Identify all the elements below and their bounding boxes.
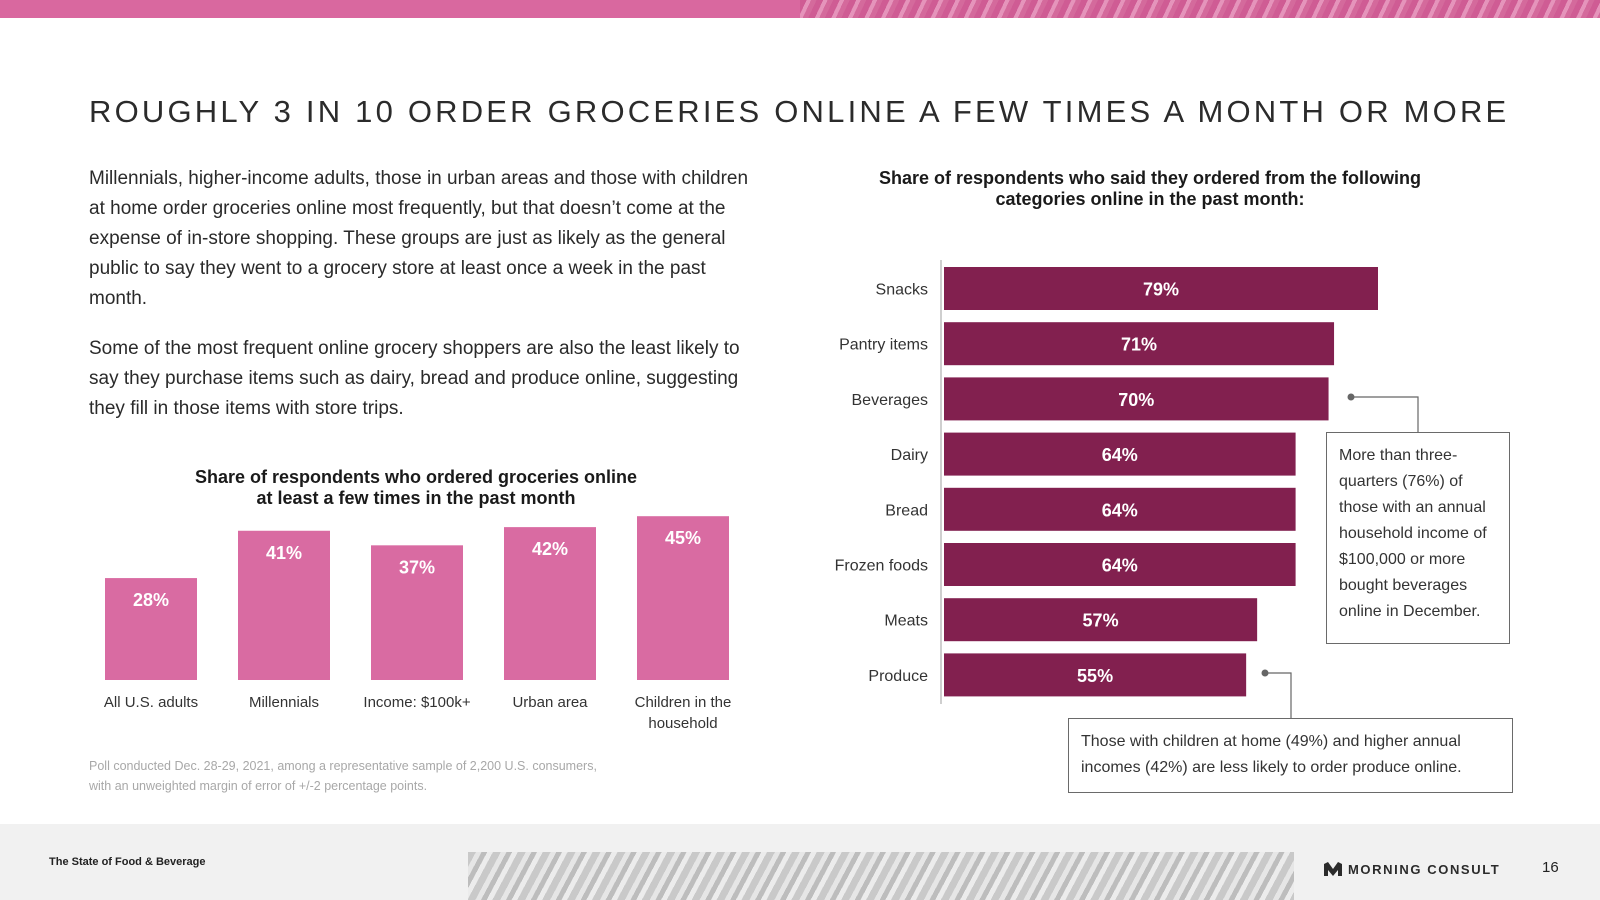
bar-2	[371, 545, 463, 680]
category-label-3: Urban area	[512, 694, 588, 711]
bar-value-label-5: 64%	[1102, 556, 1138, 576]
intro-paragraph: Millennials, higher-income adults, those…	[89, 168, 749, 309]
category-label-7: Produce	[868, 668, 928, 685]
bar-0	[944, 267, 1378, 310]
bar-2	[944, 377, 1329, 421]
left-chart-title-line1: Share of respondents who ordered groceri…	[194, 467, 638, 487]
bar-1	[944, 322, 1335, 366]
category-label-1: Millennials	[249, 694, 319, 711]
left-chart-title: Share of respondents who ordered groceri…	[166, 467, 666, 509]
brand-name: MORNING CONSULT	[1348, 861, 1501, 877]
beverages-callout: More than three-quarters (76%) of those …	[1326, 432, 1510, 644]
bar-value-label-4: 64%	[1102, 500, 1138, 520]
footnote-line1: Poll conducted Dec. 28-29, 2021, among a…	[89, 759, 597, 773]
bar-0	[105, 578, 197, 680]
category-label-3: Dairy	[891, 447, 928, 464]
footer: The State of Food & Beverage MORNING CON…	[0, 824, 1600, 900]
category-label-2: Income: $100k+	[363, 694, 470, 711]
bar-5	[944, 543, 1296, 586]
bar-4	[944, 487, 1296, 531]
footer-report-name: The State of Food & Beverage	[49, 856, 206, 868]
bar-3	[944, 432, 1296, 476]
bar-6	[944, 598, 1258, 642]
produce-connector-line	[1265, 672, 1292, 718]
category-label-0: All U.S. adults	[104, 694, 198, 711]
bar-4	[637, 516, 729, 680]
bar-value-label-7: 55%	[1077, 666, 1113, 686]
bar-value-label-3: 42%	[532, 539, 568, 559]
bar-value-label-2: 70%	[1118, 390, 1154, 410]
right-chart-title-line2: categories online in the past month:	[995, 189, 1305, 209]
bar-3	[504, 527, 596, 680]
right-chart-title: Share of respondents who said they order…	[845, 168, 1455, 210]
produce-callout: Those with children at home (49%) and hi…	[1068, 718, 1513, 793]
category-label-6: Meats	[884, 613, 928, 630]
bar-1	[238, 530, 330, 680]
bar-value-label-2: 37%	[399, 557, 435, 577]
beverages-connector-line	[1351, 396, 1419, 432]
bar-value-label-6: 57%	[1083, 611, 1119, 631]
bar-value-label-1: 71%	[1121, 335, 1157, 355]
category-label-4: Bread	[885, 502, 928, 519]
bar-value-label-0: 79%	[1143, 280, 1179, 300]
bar-value-label-4: 45%	[665, 528, 701, 548]
category-label-4: Children in the	[635, 694, 732, 711]
category-label-5: Frozen foods	[835, 558, 928, 575]
left-chart-title-line2: at least a few times in the past month	[256, 488, 576, 508]
page-number: 16	[1542, 859, 1559, 876]
top-pattern-decoration	[800, 0, 1600, 18]
category-label-1: Pantry items	[839, 337, 928, 354]
footnote: Poll conducted Dec. 28-29, 2021, among a…	[89, 756, 597, 796]
bar-7	[944, 653, 1247, 697]
category-label-4-line2: household	[648, 715, 717, 732]
category-label-2: Beverages	[852, 392, 929, 409]
footer-pattern-decoration	[468, 852, 1294, 900]
page-title: ROUGHLY 3 IN 10 ORDER GROCERIES ONLINE A…	[89, 94, 1510, 129]
bar-value-label-3: 64%	[1102, 445, 1138, 465]
right-chart-title-line1: Share of respondents who said they order…	[878, 168, 1422, 188]
brand-logo: MORNING CONSULT	[1324, 856, 1500, 882]
bar-value-label-1: 41%	[266, 543, 302, 563]
brand-mark-icon	[1324, 862, 1342, 876]
footnote-line2: with an unweighted margin of error of +/…	[89, 779, 428, 793]
category-label-0: Snacks	[876, 282, 928, 299]
bar-value-label-0: 28%	[133, 590, 169, 610]
detail-paragraph: Some of the most frequent online grocery…	[89, 338, 740, 419]
